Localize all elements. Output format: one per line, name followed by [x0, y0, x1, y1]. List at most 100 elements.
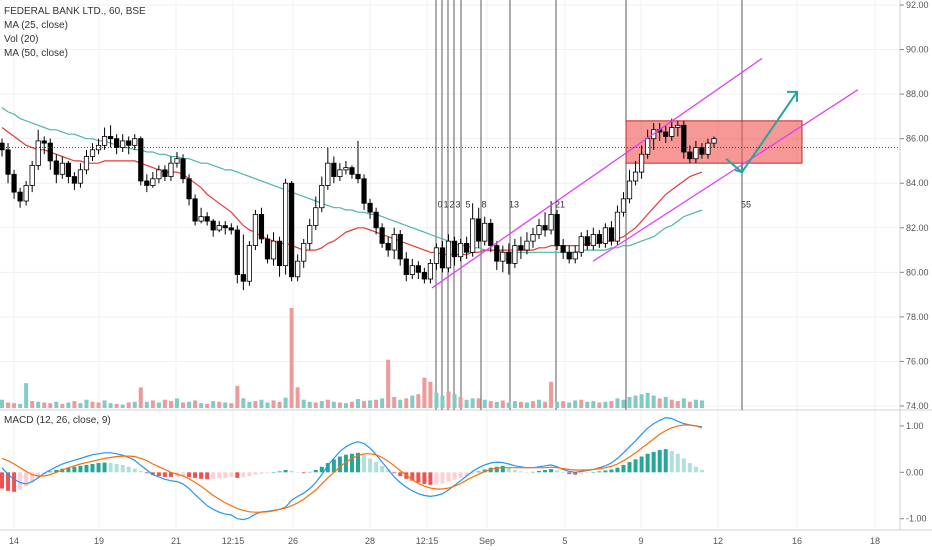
- macd-histogram-bar: [235, 472, 240, 478]
- volume-bar: [42, 402, 47, 408]
- candle-body: [361, 178, 367, 204]
- volume-bar: [217, 401, 222, 408]
- volume-bar: [211, 401, 216, 408]
- price-tick-label: 76.00: [906, 356, 929, 366]
- macd-histogram-bar: [663, 449, 668, 473]
- volume-bar: [663, 396, 668, 408]
- macd-legend[interactable]: MACD (12, 26, close, 9): [4, 415, 111, 426]
- candle-body: [602, 227, 608, 244]
- macd-histogram-bar: [368, 458, 373, 473]
- macd-histogram-bar: [524, 472, 529, 473]
- price-tick-label: 80.00: [906, 267, 929, 277]
- macd-histogram-bar: [500, 465, 505, 473]
- volume-bar: [699, 400, 704, 408]
- volume-bar: [639, 394, 644, 408]
- candle-body: [476, 218, 482, 242]
- macd-histogram-bar: [24, 472, 29, 487]
- volume-bar: [579, 399, 584, 408]
- candle-body: [530, 234, 536, 242]
- candle-body: [138, 138, 144, 182]
- macd-histogram-bar: [687, 463, 692, 473]
- chart-grid: [0, 0, 932, 531]
- macd-histogram-bar: [325, 463, 330, 473]
- candle-body: [71, 176, 78, 184]
- time-tick-label: 21: [171, 536, 181, 546]
- projection-arrows[interactable]: [725, 90, 798, 174]
- macd-histogram-bar: [386, 469, 391, 473]
- channel-upper: [431, 57, 763, 289]
- signal-line: [1, 424, 703, 513]
- arrow-up-head: [787, 90, 798, 102]
- candle-body: [445, 240, 452, 269]
- candle-body: [222, 225, 228, 229]
- macd-histogram-bar: [362, 454, 367, 473]
- indicator-volume[interactable]: Vol (20): [4, 34, 39, 45]
- candle-body: [331, 162, 337, 177]
- candle-body: [596, 234, 602, 244]
- volume-bar: [609, 401, 614, 408]
- macd-histogram-bar: [392, 472, 397, 474]
- volume-bar: [120, 404, 125, 408]
- volume-bar: [36, 401, 41, 408]
- volume-bar: [30, 401, 35, 408]
- macd-histogram-bar: [633, 459, 638, 473]
- price-channel[interactable]: [431, 57, 859, 289]
- volume-bar: [247, 401, 252, 408]
- candle-body: [234, 229, 240, 275]
- volume-bar: [349, 401, 354, 408]
- macd-histogram-bar: [440, 472, 445, 484]
- macd-histogram-bar: [597, 471, 602, 473]
- volume-bar: [518, 401, 523, 408]
- volume-bar: [301, 399, 306, 408]
- axes: 92.0090.0088.0086.0084.0082.0080.0078.00…: [9, 0, 929, 546]
- candle-body: [252, 214, 259, 247]
- volume-bar: [48, 403, 53, 408]
- volume-bar: [114, 403, 119, 408]
- volume-bar: [283, 397, 288, 408]
- macd-histogram-bar: [223, 472, 228, 478]
- macd-histogram-bar: [494, 466, 499, 473]
- candle-body: [675, 124, 681, 128]
- macd-histogram-bar: [530, 471, 535, 473]
- indicator-ma50[interactable]: MA (50, close): [4, 48, 68, 59]
- count-label: 0: [437, 200, 442, 210]
- macd-histogram-bar: [627, 462, 632, 473]
- volume-bar: [295, 387, 300, 408]
- macd-histogram-bar: [609, 469, 614, 473]
- macd-histogram-bar: [295, 472, 300, 473]
- macd-histogram-bar: [639, 456, 644, 473]
- volume-bar: [537, 399, 542, 408]
- volume-bar: [621, 399, 626, 408]
- volume-bar: [603, 401, 608, 408]
- volume-bar: [102, 400, 107, 408]
- volume-bar: [434, 392, 439, 408]
- volume-bar: [482, 399, 487, 408]
- indicator-ma25[interactable]: MA (25, close): [4, 20, 68, 31]
- volume-bar: [561, 401, 566, 408]
- candle-body: [17, 191, 23, 202]
- volume-bars: [0, 308, 704, 408]
- volume-bar: [500, 400, 505, 408]
- volume-bar: [530, 401, 535, 408]
- macd-histogram-bar: [434, 472, 439, 485]
- candle-body: [89, 149, 96, 157]
- candle-body: [150, 178, 156, 186]
- volume-bar: [681, 398, 686, 408]
- volume-bar: [271, 400, 276, 408]
- macd-histogram-bar: [6, 472, 11, 491]
- macd-histogram-bar: [693, 466, 698, 473]
- macd-histogram-bar: [470, 472, 475, 475]
- macd-histogram-bar: [603, 470, 608, 473]
- volume-bar: [440, 395, 445, 408]
- volume-bar: [319, 401, 324, 408]
- candle-body: [343, 167, 349, 171]
- candle-body: [578, 236, 584, 253]
- candle-body: [457, 242, 464, 258]
- volume-bar: [24, 383, 29, 408]
- candle-body: [35, 140, 41, 166]
- volume-bar: [374, 399, 379, 408]
- volume-bar: [132, 401, 137, 408]
- volume-bar: [174, 398, 179, 408]
- volume-bar: [193, 400, 198, 408]
